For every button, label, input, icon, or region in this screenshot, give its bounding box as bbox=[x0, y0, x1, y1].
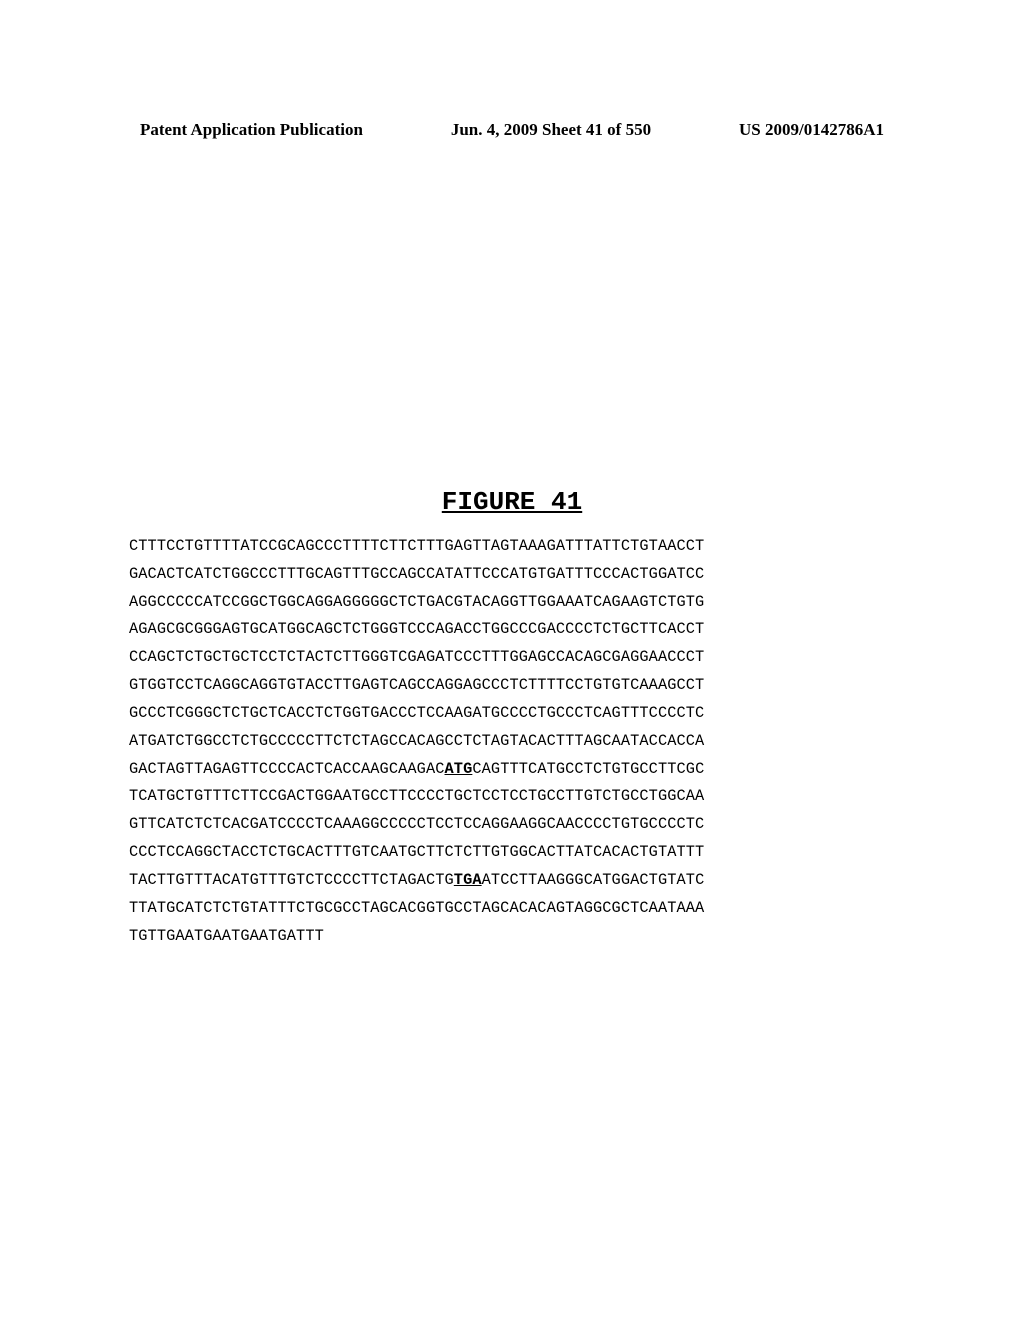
header-document-number: US 2009/0142786A1 bbox=[739, 120, 884, 140]
header-date-sheet: Jun. 4, 2009 Sheet 41 of 550 bbox=[451, 120, 651, 140]
sequence-line: CTTTCCTGTTTTATCCGCAGCCCTTTTCTTCTTTGAGTTA… bbox=[129, 533, 895, 561]
sequence-line: GTGGTCCTCAGGCAGGTGTACCTTGAGTCAGCCAGGAGCC… bbox=[129, 672, 895, 700]
sequence-line: CCAGCTCTGCTGCTCCTCTACTCTTGGGTCGAGATCCCTT… bbox=[129, 644, 895, 672]
sequence-line-with-start-codon: GACTAGTTAGAGTTCCCCACTCACCAAGCAAGACATGCAG… bbox=[129, 756, 895, 784]
sequence-line: ATGATCTGGCCTCTGCCCCCTTCTCTAGCCACAGCCTCTA… bbox=[129, 728, 895, 756]
sequence-line: AGGCCCCCATCCGGCTGGCAGGAGGGGGCTCTGACGTACA… bbox=[129, 589, 895, 617]
header-publication: Patent Application Publication bbox=[140, 120, 363, 140]
sequence-text: CAGTTTCATGCCTCTGTGCCTTCGC bbox=[472, 760, 704, 778]
sequence-text: TACTTGTTTACATGTTTGTCTCCCCTTCTAGACTG bbox=[129, 871, 454, 889]
sequence-line: CCCTCCAGGCTACCTCTGCACTTTGTCAATGCTTCTCTTG… bbox=[129, 839, 895, 867]
sequence-line: TCATGCTGTTTCTTCCGACTGGAATGCCTTCCCCTGCTCC… bbox=[129, 783, 895, 811]
sequence-line: GCCCTCGGGCTCTGCTCACCTCTGGTGACCCTCCAAGATG… bbox=[129, 700, 895, 728]
figure-title: FIGURE 41 bbox=[0, 487, 1024, 517]
sequence-text: ATCCTTAAGGGCATGGACTGTATC bbox=[482, 871, 705, 889]
sequence-line: TGTTGAATGAATGAATGATTT bbox=[129, 923, 895, 951]
sequence-line: GACACTCATCTGGCCCTTTGCAGTTTGCCAGCCATATTCC… bbox=[129, 561, 895, 589]
sequence-text: GACTAGTTAGAGTTCCCCACTCACCAAGCAAGAC bbox=[129, 760, 445, 778]
sequence-line: GTTCATCTCTCACGATCCCCTCAAAGGCCCCCTCCTCCAG… bbox=[129, 811, 895, 839]
dna-sequence: CTTTCCTGTTTTATCCGCAGCCCTTTTCTTCTTTGAGTTA… bbox=[129, 533, 895, 950]
sequence-line: TTATGCATCTCTGTATTTCTGCGCCTAGCACGGTGCCTAG… bbox=[129, 895, 895, 923]
page-header: Patent Application Publication Jun. 4, 2… bbox=[0, 120, 1024, 140]
sequence-line: AGAGCGCGGGAGTGCATGGCAGCTCTGGGTCCCAGACCTG… bbox=[129, 616, 895, 644]
sequence-line-with-stop-codon: TACTTGTTTACATGTTTGTCTCCCCTTCTAGACTGTGAAT… bbox=[129, 867, 895, 895]
stop-codon: TGA bbox=[454, 871, 482, 889]
start-codon: ATG bbox=[445, 760, 473, 778]
